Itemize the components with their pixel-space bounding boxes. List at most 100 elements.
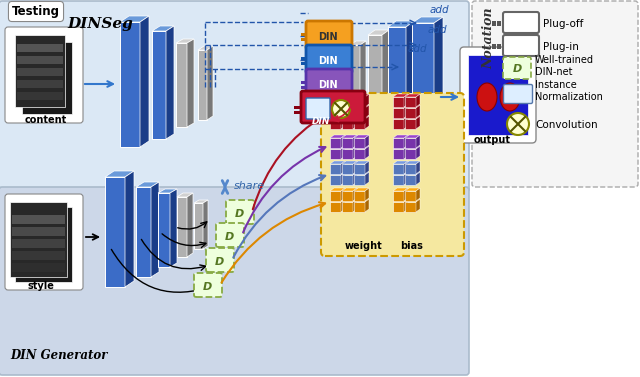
Polygon shape [393, 94, 408, 97]
Polygon shape [365, 161, 369, 174]
Polygon shape [404, 146, 408, 159]
Polygon shape [187, 39, 194, 127]
Text: add: add [430, 5, 450, 15]
Polygon shape [341, 146, 345, 159]
FancyBboxPatch shape [306, 98, 330, 119]
FancyBboxPatch shape [216, 223, 244, 247]
Polygon shape [15, 207, 72, 282]
Ellipse shape [500, 83, 520, 111]
Polygon shape [342, 94, 357, 97]
Polygon shape [393, 161, 408, 164]
Polygon shape [342, 116, 357, 119]
Circle shape [507, 113, 529, 135]
Polygon shape [330, 105, 345, 108]
Polygon shape [187, 193, 193, 257]
Polygon shape [198, 50, 207, 120]
Polygon shape [341, 94, 345, 107]
Polygon shape [412, 17, 443, 23]
Polygon shape [17, 68, 63, 76]
Polygon shape [342, 119, 353, 129]
Polygon shape [342, 175, 353, 185]
Polygon shape [405, 175, 416, 185]
Polygon shape [365, 199, 369, 212]
Polygon shape [405, 191, 416, 201]
Polygon shape [203, 200, 208, 249]
Polygon shape [342, 191, 353, 201]
Polygon shape [330, 202, 341, 212]
Text: Plug-off: Plug-off [543, 19, 584, 29]
Bar [301, 86, 307, 89]
Polygon shape [405, 172, 420, 175]
Polygon shape [354, 119, 365, 129]
Polygon shape [120, 22, 140, 147]
Text: DIN: DIN [318, 80, 338, 90]
Polygon shape [404, 116, 408, 129]
Polygon shape [393, 105, 408, 108]
Polygon shape [405, 164, 416, 174]
FancyBboxPatch shape [503, 35, 539, 56]
Polygon shape [354, 146, 369, 149]
Polygon shape [152, 31, 166, 139]
Polygon shape [393, 116, 408, 119]
Polygon shape [105, 177, 125, 287]
Polygon shape [416, 146, 420, 159]
Polygon shape [12, 251, 65, 260]
Polygon shape [393, 202, 404, 212]
Polygon shape [120, 16, 149, 22]
Polygon shape [404, 135, 408, 148]
Text: add: add [428, 25, 447, 35]
Polygon shape [330, 161, 345, 164]
Polygon shape [365, 105, 369, 118]
Polygon shape [342, 161, 357, 164]
Polygon shape [393, 135, 408, 138]
Polygon shape [17, 44, 63, 52]
Polygon shape [341, 135, 345, 148]
Polygon shape [416, 161, 420, 174]
Polygon shape [353, 135, 357, 148]
Polygon shape [393, 97, 404, 107]
Bar [301, 33, 307, 36]
Polygon shape [330, 146, 345, 149]
Polygon shape [176, 43, 187, 127]
Polygon shape [353, 172, 357, 185]
Polygon shape [416, 135, 420, 148]
Polygon shape [354, 108, 365, 118]
Text: add: add [408, 44, 428, 54]
Polygon shape [412, 23, 434, 153]
Polygon shape [15, 35, 65, 107]
Polygon shape [353, 199, 357, 212]
Polygon shape [350, 45, 360, 127]
Polygon shape [342, 172, 357, 175]
Polygon shape [330, 188, 345, 191]
Polygon shape [354, 138, 365, 148]
Polygon shape [194, 203, 203, 249]
Text: style: style [27, 281, 54, 291]
Polygon shape [354, 105, 369, 108]
Polygon shape [405, 105, 420, 108]
Polygon shape [405, 138, 416, 148]
Polygon shape [350, 41, 366, 45]
Polygon shape [405, 119, 416, 129]
Polygon shape [330, 172, 345, 175]
Polygon shape [330, 191, 341, 201]
Polygon shape [354, 161, 369, 164]
Polygon shape [404, 94, 408, 107]
Polygon shape [405, 116, 420, 119]
Polygon shape [354, 199, 369, 202]
Polygon shape [152, 26, 174, 31]
Polygon shape [151, 182, 159, 277]
Text: D: D [215, 257, 224, 267]
Bar [301, 57, 307, 60]
Polygon shape [354, 191, 365, 201]
Polygon shape [12, 227, 65, 236]
Polygon shape [365, 146, 369, 159]
Bar [294, 111, 301, 114]
Polygon shape [393, 164, 404, 174]
Polygon shape [405, 97, 416, 107]
FancyBboxPatch shape [206, 248, 234, 272]
Polygon shape [416, 199, 420, 212]
Polygon shape [393, 175, 404, 185]
Polygon shape [393, 172, 408, 175]
Polygon shape [354, 94, 369, 97]
Polygon shape [10, 202, 67, 277]
